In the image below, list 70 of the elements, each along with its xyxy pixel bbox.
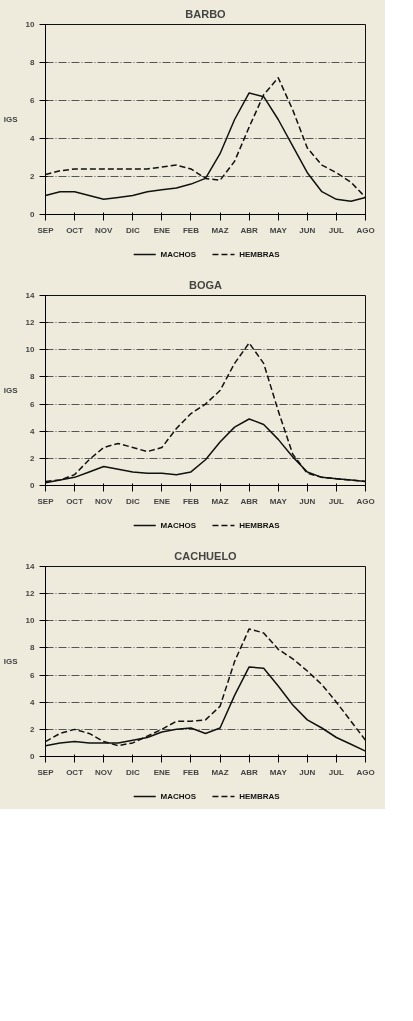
y-tick-label: 14 — [25, 562, 36, 571]
x-tick-label: MAZ — [211, 767, 229, 777]
y-tick-label: 8 — [30, 58, 36, 67]
x-tick-label: MAY — [269, 225, 288, 235]
x-tick-label: FEB — [182, 225, 200, 235]
x-tick-label: FEB — [182, 496, 200, 506]
y-tick-label: 6 — [30, 670, 36, 680]
y-axis-title: IGS — [3, 115, 19, 124]
x-tick-label: SEP — [37, 496, 55, 506]
y-tick-label: 4 — [30, 697, 36, 707]
x-tick-label: DIC — [125, 767, 140, 777]
x-tick-label: SEP — [37, 225, 55, 235]
x-tick-label: JUN — [299, 496, 316, 506]
legend-label: MACHOS — [160, 250, 197, 259]
x-tick-label: MAZ — [211, 496, 229, 506]
y-tick-label: 10 — [25, 345, 36, 355]
x-tick-label: ABR — [240, 496, 259, 506]
x-tick-label: NOV — [95, 496, 114, 506]
y-axis-title: IGS — [3, 386, 19, 395]
y-tick-label: 4 — [30, 426, 36, 436]
y-tick-label: 12 — [25, 318, 36, 328]
legend-label: MACHOS — [160, 521, 197, 530]
y-tick-label: 0 — [30, 210, 36, 219]
x-tick-label: OCT — [66, 496, 84, 506]
y-tick-label: 6 — [30, 399, 36, 409]
x-tick-label: AGO — [356, 225, 375, 235]
x-tick-label: NOV — [95, 225, 114, 235]
legend-label: HEMBRAS — [239, 250, 281, 259]
x-tick-label: ENE — [153, 225, 171, 235]
legend-label: HEMBRAS — [239, 521, 281, 530]
y-tick-label: 4 — [30, 134, 36, 143]
y-tick-label: 14 — [25, 291, 36, 300]
legend-label: HEMBRAS — [239, 792, 281, 801]
x-tick-label: AGO — [356, 496, 375, 506]
y-tick-label: 10 — [25, 616, 36, 626]
x-tick-label: OCT — [66, 225, 84, 235]
y-tick-label: 2 — [30, 724, 36, 734]
x-tick-label: AGO — [356, 767, 375, 777]
x-tick-label: JUL — [328, 496, 345, 506]
y-tick-label: 10 — [25, 20, 36, 29]
y-tick-label: 12 — [25, 589, 36, 599]
chart-title: BARBO — [185, 7, 227, 20]
x-tick-label: ABR — [240, 225, 259, 235]
x-tick-label: JUN — [299, 767, 316, 777]
chart-title: BOGA — [189, 278, 223, 291]
x-tick-label: JUL — [328, 767, 345, 777]
legend-label: MACHOS — [160, 792, 197, 801]
y-tick-label: 2 — [30, 453, 36, 463]
x-tick-label: MAZ — [211, 225, 229, 235]
x-tick-label: MAY — [269, 496, 288, 506]
x-tick-label: JUN — [299, 225, 316, 235]
x-tick-label: JUL — [328, 225, 345, 235]
x-tick-label: MAY — [269, 767, 288, 777]
y-tick-label: 0 — [30, 481, 36, 490]
x-tick-label: NOV — [95, 767, 114, 777]
x-tick-label: DIC — [125, 225, 140, 235]
y-tick-label: 2 — [30, 172, 36, 181]
y-tick-label: 8 — [30, 372, 36, 382]
x-tick-label: ENE — [153, 496, 171, 506]
y-tick-label: 6 — [30, 96, 36, 105]
y-tick-label: 0 — [30, 752, 36, 761]
x-tick-label: OCT — [66, 767, 84, 777]
x-tick-label: DIC — [125, 496, 140, 506]
x-tick-label: ABR — [240, 767, 259, 777]
x-tick-label: ENE — [153, 767, 171, 777]
x-tick-label: FEB — [182, 767, 200, 777]
y-axis-title: IGS — [3, 657, 19, 666]
y-tick-label: 8 — [30, 643, 36, 653]
chart-title: CACHUELO — [174, 549, 238, 562]
x-tick-label: SEP — [37, 767, 55, 777]
